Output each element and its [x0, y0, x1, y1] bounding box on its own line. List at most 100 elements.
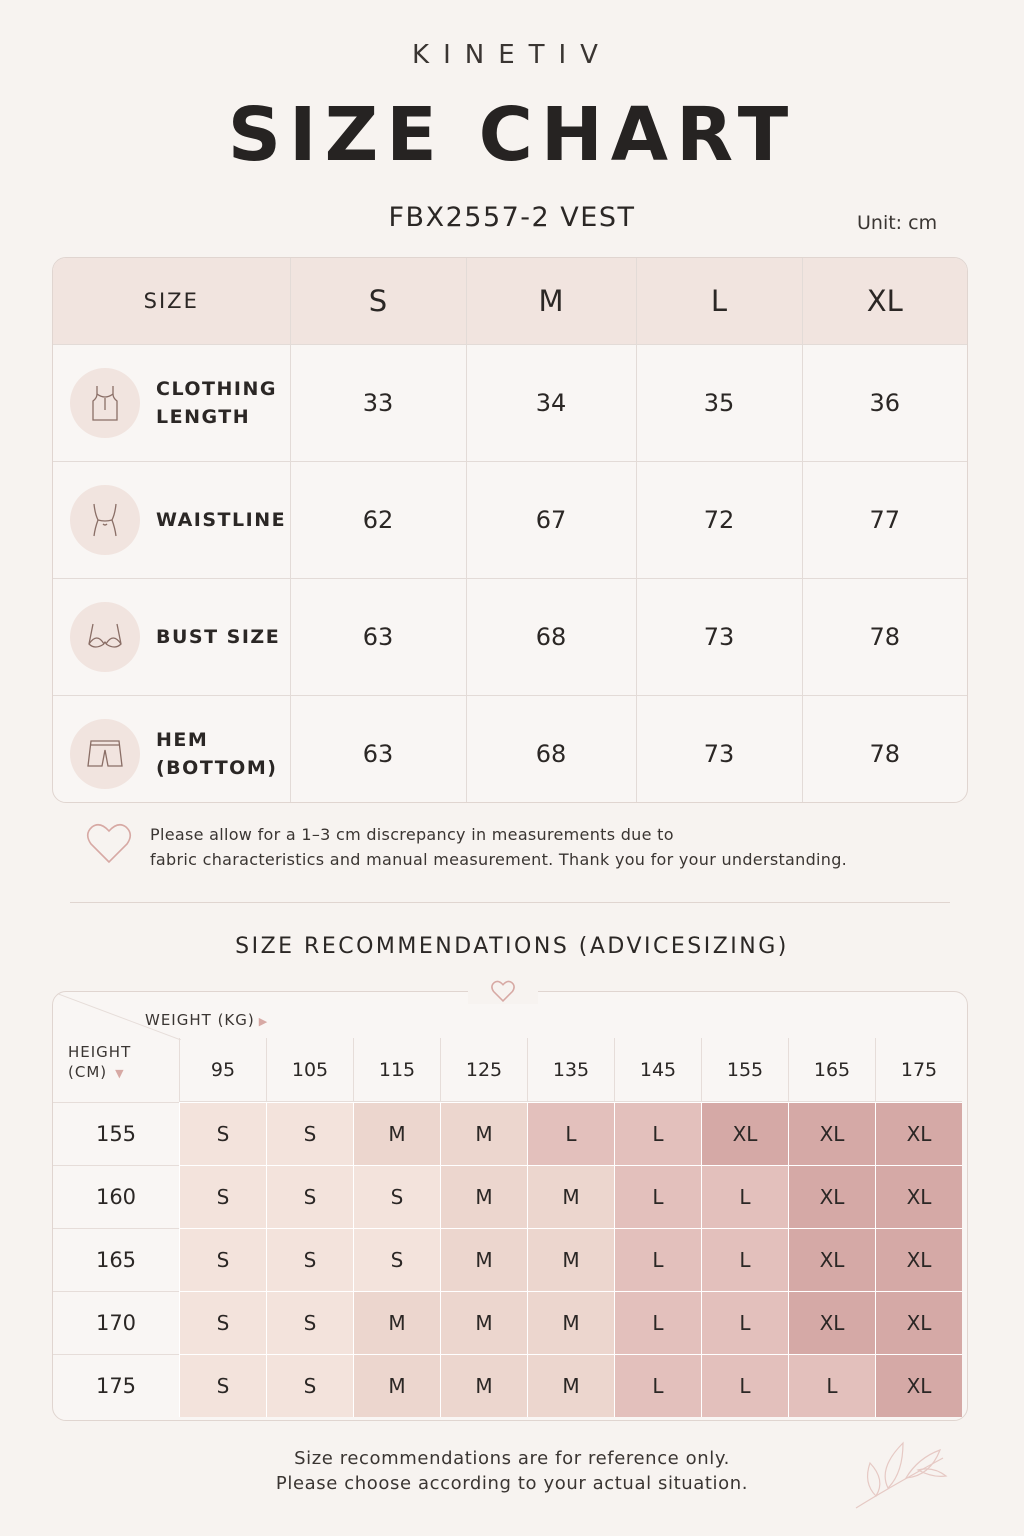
recommended-size-cell: XL — [875, 1102, 962, 1165]
weight-header-cell: 145 — [614, 1038, 701, 1102]
recommended-size-cell: M — [353, 1354, 440, 1417]
value-cell: 34 — [465, 344, 637, 462]
recommended-size-cell: XL — [788, 1102, 875, 1165]
recommended-size-cell: M — [440, 1102, 527, 1165]
header-xl: XL — [801, 258, 967, 345]
value-cell: 63 — [289, 578, 467, 696]
recommended-size-cell: M — [527, 1354, 614, 1417]
height-header-cell: 170 — [53, 1291, 179, 1354]
weight-label-text: WEIGHT (KG) — [145, 1011, 255, 1029]
recommended-size-cell: XL — [875, 1354, 962, 1417]
value-cell: 77 — [801, 461, 967, 579]
weight-header-cell: 95 — [179, 1038, 266, 1102]
footer-line-2: Please choose according to your actual s… — [275, 1473, 749, 1494]
recommended-size-cell: S — [266, 1291, 353, 1354]
value-cell: 78 — [801, 578, 967, 696]
recommended-size-cell: M — [353, 1291, 440, 1354]
weight-header-cell: 175 — [875, 1038, 962, 1102]
weight-header-cell: 165 — [788, 1038, 875, 1102]
tank-top-icon — [70, 368, 140, 438]
row-label: HEM (BOTTOM) — [156, 729, 278, 779]
weight-header-cell: 115 — [353, 1038, 440, 1102]
recommended-size-cell: M — [440, 1291, 527, 1354]
heart-icon — [86, 822, 132, 868]
value-cell: 78 — [801, 695, 967, 802]
recommended-size-cell: L — [701, 1291, 788, 1354]
table-row: BUST SIZE 63 68 73 78 — [53, 578, 967, 696]
value-cell: 36 — [801, 344, 967, 462]
recommended-size-cell: XL — [788, 1228, 875, 1291]
value-cell: 72 — [635, 461, 803, 579]
recommended-size-cell: S — [266, 1228, 353, 1291]
waist-icon — [70, 485, 140, 555]
weight-header-cell: 125 — [440, 1038, 527, 1102]
note-line-1: Please allow for a 1–3 cm discrepancy in… — [150, 825, 674, 844]
small-heart-icon — [468, 978, 538, 1004]
recommended-size-cell: L — [788, 1354, 875, 1417]
recommended-size-cell: XL — [788, 1291, 875, 1354]
table-row: HEM (BOTTOM) 63 68 73 78 — [53, 695, 967, 802]
recommended-size-cell: S — [353, 1165, 440, 1228]
recommended-size-cell: S — [266, 1165, 353, 1228]
recommended-size-cell: L — [527, 1102, 614, 1165]
value-cell: 35 — [635, 344, 803, 462]
recommended-size-cell: S — [179, 1102, 266, 1165]
recommended-size-cell: S — [179, 1165, 266, 1228]
row-label-cell: BUST SIZE — [53, 578, 291, 696]
value-cell: 68 — [465, 578, 637, 696]
recommended-size-cell: M — [527, 1165, 614, 1228]
recommended-size-cell: L — [614, 1291, 701, 1354]
height-header-cell: 165 — [53, 1228, 179, 1291]
header-l: L — [635, 258, 803, 345]
header-m: M — [465, 258, 637, 345]
brand-name: KINETIV — [412, 40, 612, 70]
value-cell: 68 — [465, 695, 637, 802]
value-cell: 73 — [635, 578, 803, 696]
height-label-line-1: HEIGHT — [68, 1043, 132, 1061]
leaf-decoration-icon — [855, 1441, 948, 1509]
recommended-size-cell: S — [353, 1228, 440, 1291]
recommended-size-cell: XL — [788, 1165, 875, 1228]
recommended-size-cell: XL — [875, 1165, 962, 1228]
value-cell: 33 — [289, 344, 467, 462]
value-cell: 62 — [289, 461, 467, 579]
unit-label: Unit: cm — [857, 212, 938, 234]
recommended-size-cell: L — [614, 1228, 701, 1291]
recommended-size-cell: S — [266, 1102, 353, 1165]
height-header-cell: 155 — [53, 1102, 179, 1165]
footer-line-1: Size recommendations are for reference o… — [294, 1448, 730, 1469]
arrow-right-icon: ▶ — [258, 1015, 269, 1028]
recommended-size-cell: XL — [701, 1102, 788, 1165]
recommended-size-cell: M — [353, 1102, 440, 1165]
recommended-size-cell: L — [614, 1354, 701, 1417]
size-table-header: SIZE S M L XL — [53, 258, 967, 345]
recommended-size-cell: M — [440, 1228, 527, 1291]
row-label-cell: WAISTLINE — [53, 461, 291, 579]
weight-header-cell: 155 — [701, 1038, 788, 1102]
measurement-note: Please allow for a 1–3 cm discrepancy in… — [86, 822, 906, 872]
recommended-size-cell: M — [440, 1165, 527, 1228]
note-line-2: fabric characteristics and manual measur… — [150, 850, 848, 869]
value-cell: 67 — [465, 461, 637, 579]
recommended-size-cell: S — [179, 1354, 266, 1417]
page-title: SIZE CHART — [227, 92, 797, 178]
header-size: SIZE — [53, 258, 291, 345]
value-cell: 63 — [289, 695, 467, 802]
recommendations-title: SIZE RECOMMENDATIONS (ADVICESIZING) — [235, 934, 789, 959]
height-axis-label: HEIGHT (CM) ▼ — [68, 1042, 131, 1084]
recommended-size-cell: S — [266, 1354, 353, 1417]
row-label-cell: HEM (BOTTOM) — [53, 695, 291, 802]
recommended-size-cell: S — [179, 1291, 266, 1354]
row-label: WAISTLINE — [156, 509, 287, 531]
note-text: Please allow for a 1–3 cm discrepancy in… — [150, 822, 847, 872]
height-header-cell: 175 — [53, 1354, 179, 1417]
weight-axis-label: WEIGHT (KG) ▶ — [145, 1011, 268, 1029]
recommended-size-cell: XL — [875, 1291, 962, 1354]
footer-note: Size recommendations are for reference o… — [0, 1446, 1024, 1496]
corner-diagonal — [53, 992, 181, 1040]
weight-header-cell: 105 — [266, 1038, 353, 1102]
table-row: WAISTLINE 62 67 72 77 — [53, 461, 967, 579]
divider — [70, 902, 950, 903]
product-name: FBX2557-2 VEST — [388, 202, 636, 233]
recommended-size-cell: XL — [875, 1228, 962, 1291]
